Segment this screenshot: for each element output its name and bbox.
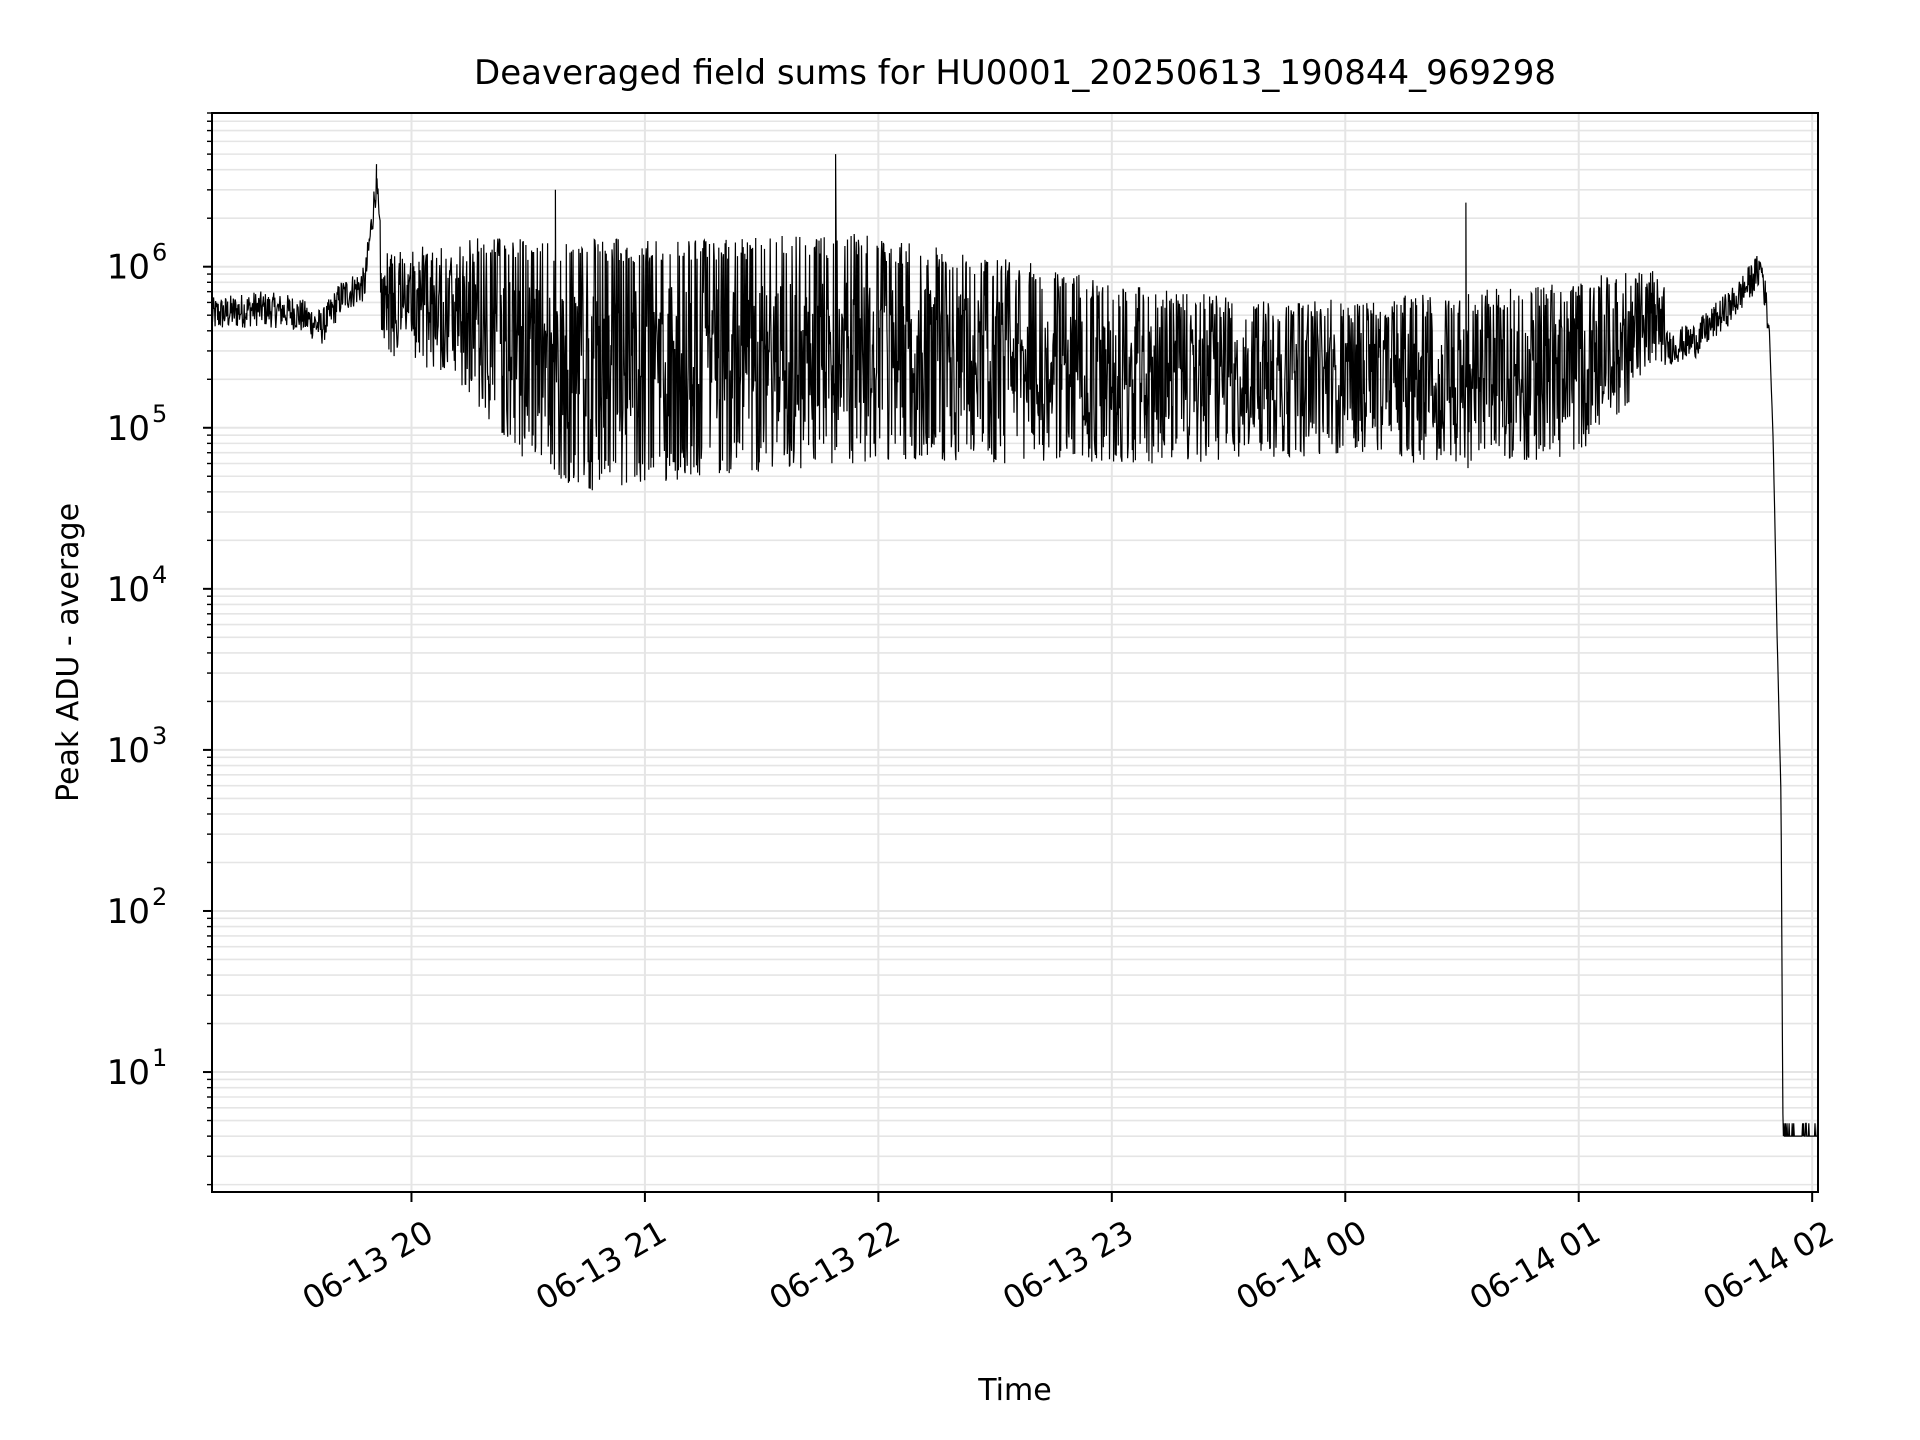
- y-tick-exponent: 3: [152, 722, 167, 750]
- y-tick-exponent: 1: [152, 1044, 167, 1072]
- y-tick-label: 10: [107, 1053, 150, 1093]
- y-tick-label: 10: [107, 248, 150, 288]
- y-tick-exponent: 2: [152, 883, 167, 911]
- x-axis-label: Time: [977, 1373, 1051, 1408]
- y-axis-label: Peak ADU - average: [51, 503, 86, 802]
- series-line: [211, 154, 1819, 1137]
- y-tick-label: 10: [107, 731, 150, 771]
- y-tick-label: 10: [107, 409, 150, 449]
- chart-title: Deaveraged field sums for HU0001_2025061…: [474, 53, 1556, 93]
- y-tick-exponent: 4: [152, 561, 167, 589]
- y-tick-label: 10: [107, 892, 150, 932]
- series-line-path: [211, 154, 1819, 1137]
- y-tick-exponent: 5: [152, 400, 167, 428]
- y-tick-exponent: 6: [152, 239, 167, 267]
- y-tick-label: 10: [107, 570, 150, 610]
